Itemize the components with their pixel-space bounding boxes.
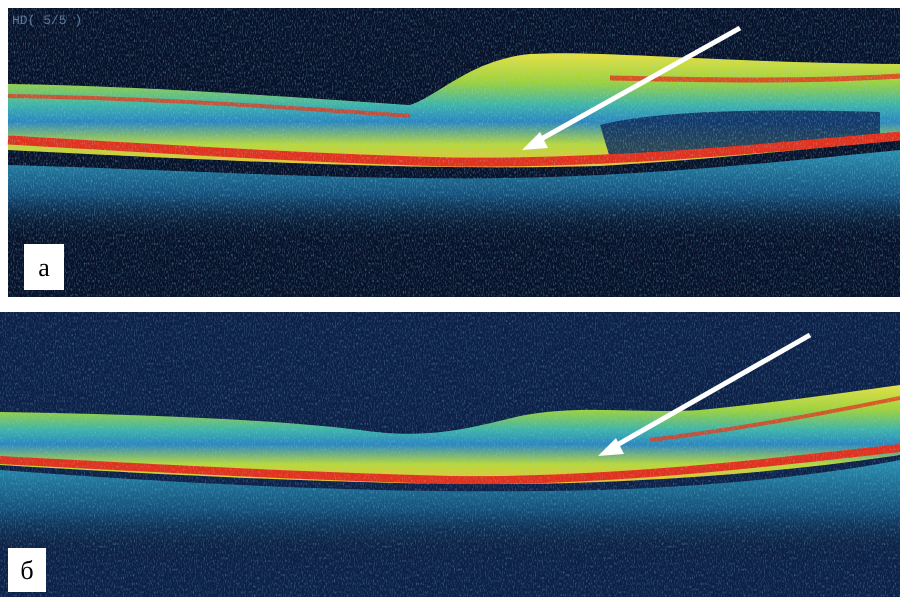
panel-a: HD( 5/5 ) а [8, 8, 900, 297]
overlay-text: HD( 5/5 ) [12, 13, 82, 28]
panel-label: б [20, 556, 33, 585]
figure: HD( 5/5 ) а б [0, 0, 900, 597]
page: {"panels": [{"label": "а", "overlay": "H… [0, 0, 900, 597]
speckle [8, 8, 900, 297]
speckle [0, 312, 900, 597]
panel-label: а [38, 253, 50, 282]
panel-b: б [0, 312, 900, 597]
